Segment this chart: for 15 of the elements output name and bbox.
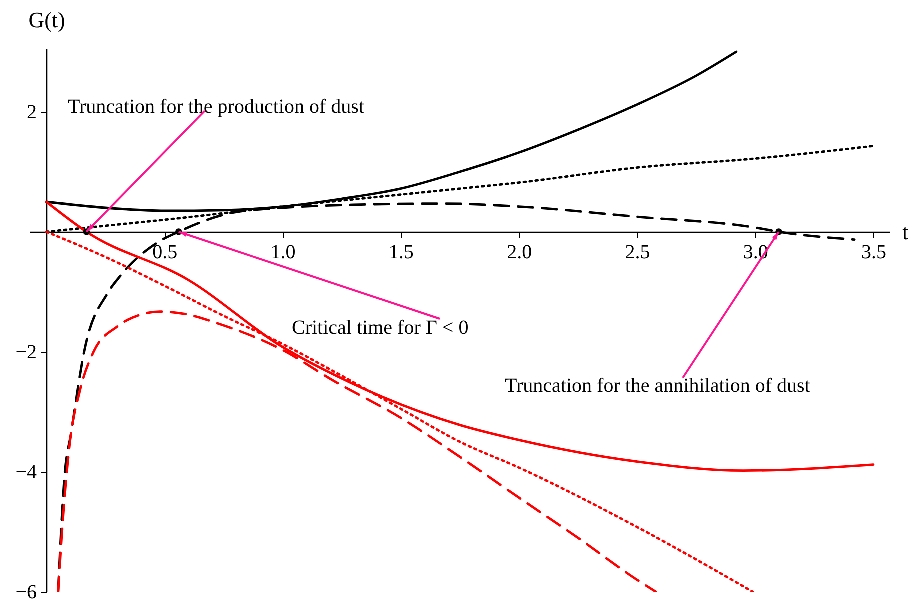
- x-tick-label: 2.5: [625, 242, 650, 264]
- x-tick-label: 2.0: [507, 242, 532, 264]
- annotation: Truncation for the production of dust: [68, 96, 365, 118]
- annotation: Critical time for Γ < 0: [292, 317, 469, 339]
- x-tick-label: 0.5: [152, 242, 178, 264]
- y-tick-label: −6: [16, 582, 38, 604]
- x-tick-label: 3.5: [861, 242, 886, 264]
- y-axis-title: G(t): [28, 8, 66, 32]
- x-axis-title: t: [902, 220, 909, 244]
- y-tick-label: 2: [27, 102, 38, 124]
- annotation: Truncation for the annihilation of dust: [505, 375, 811, 397]
- y-tick-label: −4: [16, 462, 38, 484]
- x-tick-label: 1.0: [270, 242, 296, 264]
- y-tick-label: −2: [16, 342, 38, 364]
- x-tick-label: 1.5: [388, 242, 414, 264]
